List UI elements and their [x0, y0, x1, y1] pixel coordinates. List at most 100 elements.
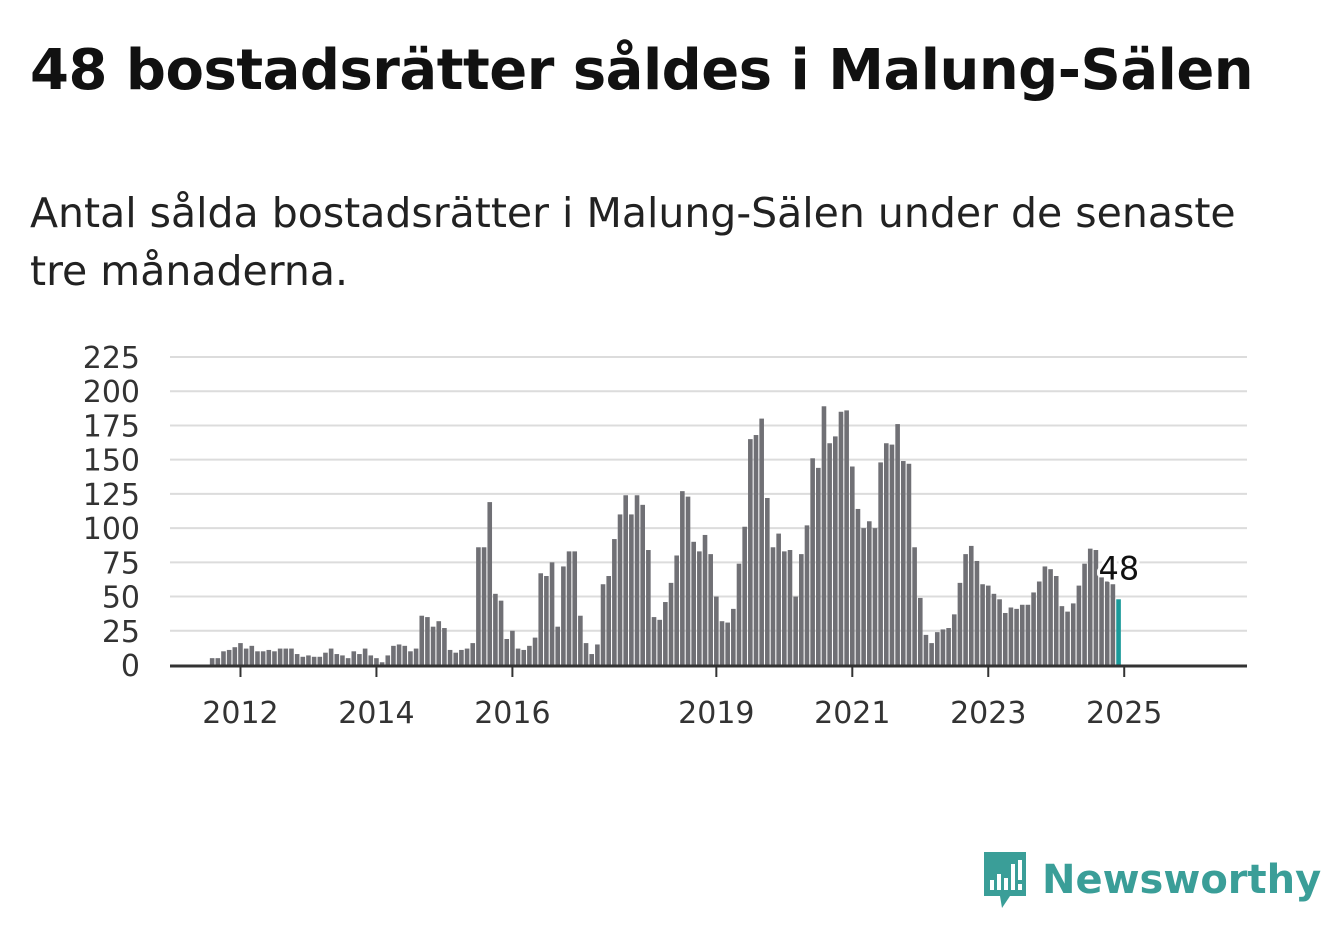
- bar: [827, 443, 832, 665]
- y-tick-label: 125: [83, 478, 140, 513]
- bar: [753, 435, 759, 665]
- bar: [940, 629, 946, 665]
- bar: [793, 596, 798, 665]
- bar: [402, 645, 408, 665]
- bar: [1093, 550, 1099, 665]
- bar: [1070, 603, 1076, 665]
- bar: [617, 514, 623, 665]
- last-value-label: 48: [1099, 549, 1140, 587]
- bar: [272, 651, 277, 665]
- y-tick-label: 225: [83, 341, 140, 376]
- bar: [249, 645, 255, 665]
- bar: [311, 656, 317, 665]
- bar: [889, 444, 895, 665]
- bar: [725, 622, 730, 665]
- bar: [816, 467, 821, 665]
- bar: [504, 638, 510, 665]
- x-tick-label: 2016: [474, 696, 550, 731]
- bar: [317, 656, 323, 665]
- bar: [810, 458, 815, 665]
- bar: [532, 637, 538, 665]
- bar: [657, 619, 662, 665]
- bar: [1036, 581, 1042, 665]
- bar: [951, 614, 957, 665]
- bar: [515, 648, 521, 665]
- y-tick-label: 75: [102, 546, 140, 581]
- chart-title: 48 bostadsrätter såldes i Malung-Sälen: [30, 38, 1254, 103]
- bar: [589, 654, 595, 665]
- bar: [697, 551, 702, 665]
- bar: [1065, 611, 1070, 665]
- bar: [1110, 584, 1116, 665]
- bar: [447, 649, 453, 665]
- bar: [374, 658, 379, 665]
- bar: [957, 582, 963, 665]
- bar: [255, 651, 260, 665]
- bar: [714, 596, 719, 665]
- bar: [980, 584, 985, 665]
- bar: [850, 466, 855, 665]
- bar: [493, 593, 498, 665]
- bar: [997, 599, 1002, 665]
- bar: [215, 658, 221, 665]
- bar: [595, 644, 600, 665]
- bar: [385, 655, 391, 665]
- newsworthy-logo: Newsworthy: [980, 850, 1321, 910]
- bar: [527, 645, 532, 665]
- bar: [606, 576, 612, 665]
- bar: [232, 647, 238, 665]
- bar: [226, 649, 232, 665]
- bar: [685, 496, 691, 665]
- bar: [351, 651, 357, 665]
- bar: [430, 626, 436, 665]
- bar: [646, 550, 651, 665]
- bar: [1008, 607, 1014, 665]
- bar: [238, 643, 243, 665]
- bar: [770, 547, 776, 665]
- bar: [566, 551, 572, 665]
- x-tick-label: 2025: [1086, 696, 1162, 731]
- bar: [498, 600, 504, 665]
- bar: [866, 521, 872, 665]
- bar: [844, 410, 849, 665]
- bar: [736, 563, 742, 665]
- bar: [408, 651, 413, 665]
- bar: [481, 547, 487, 665]
- bar: [629, 514, 634, 665]
- bar: [464, 648, 470, 665]
- bar: [578, 615, 583, 665]
- bar: [708, 554, 713, 665]
- y-tick-label: 0: [121, 649, 140, 684]
- bar: [470, 643, 476, 665]
- bar: [804, 525, 810, 665]
- bar: [357, 654, 362, 665]
- bar: [759, 418, 764, 665]
- chart-subtitle: Antal sålda bostadsrätter i Malung-Sälen…: [30, 189, 1236, 295]
- bar: [538, 573, 544, 665]
- y-tick-label: 25: [102, 615, 140, 650]
- y-tick-label: 50: [102, 581, 140, 616]
- bar: [900, 461, 906, 665]
- bar: [861, 528, 866, 665]
- bar: [680, 491, 685, 665]
- bar: [379, 662, 385, 665]
- bar: [1019, 604, 1025, 665]
- bar: [878, 462, 883, 665]
- bar: [855, 508, 861, 665]
- bar: [691, 541, 696, 665]
- bar: [663, 602, 668, 665]
- bar: [459, 649, 464, 665]
- bar: [674, 555, 679, 665]
- bar: [719, 621, 725, 665]
- bar: [651, 617, 657, 665]
- bar: [1031, 592, 1036, 665]
- bar: [985, 585, 991, 665]
- bar: [929, 643, 934, 665]
- bar: [906, 463, 912, 665]
- bar: [799, 554, 804, 665]
- bar: [340, 655, 345, 665]
- bar: [634, 495, 640, 665]
- bar: [334, 654, 340, 665]
- bar: [209, 658, 215, 665]
- bar: [612, 539, 617, 665]
